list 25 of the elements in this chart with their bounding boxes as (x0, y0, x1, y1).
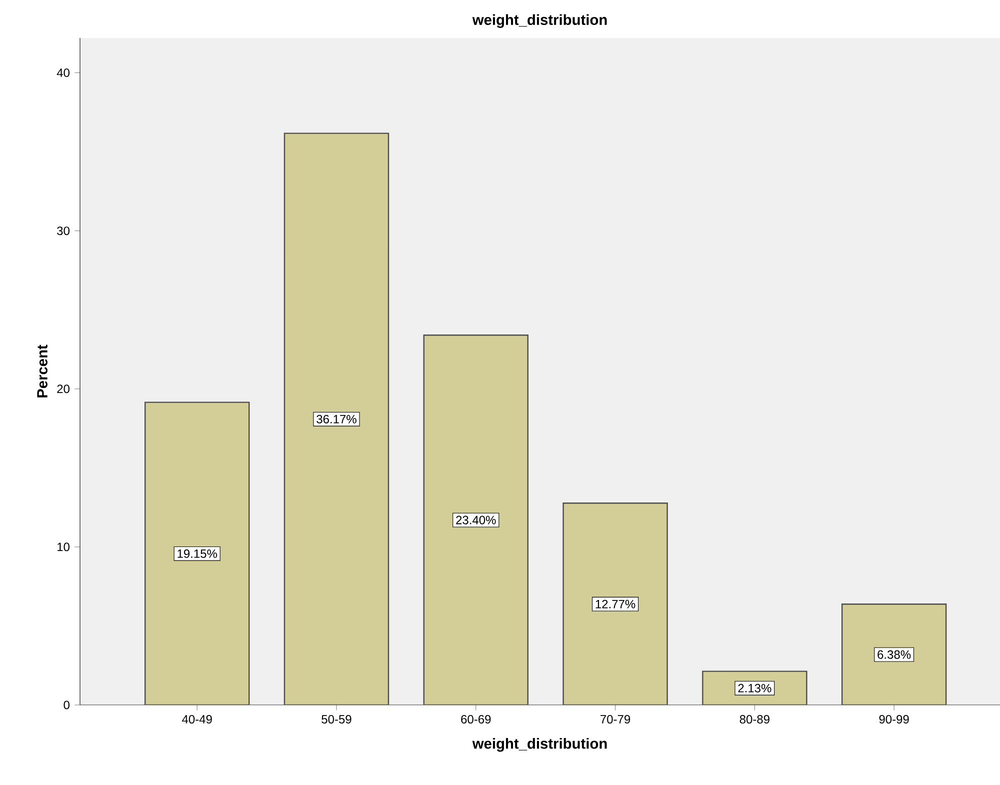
data-label: 6.38% (878, 650, 911, 659)
y-tick-label: 30 (57, 226, 70, 236)
x-axis-title: weight_distribution (472, 738, 607, 752)
y-tick-label: 10 (58, 542, 70, 552)
y-tick-label: 0 (64, 700, 70, 710)
bar (562, 502, 668, 705)
y-axis-title: Percent (37, 344, 48, 398)
x-tick-label: 70-79 (600, 715, 630, 724)
data-label: 2.13% (738, 684, 772, 692)
bar (841, 604, 947, 705)
x-tick-label: 60-69 (461, 715, 491, 724)
x-tick-label: 40-49 (182, 715, 212, 724)
data-label: 19.15% (178, 549, 218, 558)
chart-title: weight_distribution (472, 14, 607, 28)
bar (144, 402, 250, 705)
y-tick-label: 20 (57, 384, 70, 394)
x-tick-label: 80-89 (740, 715, 770, 724)
bar (284, 132, 390, 705)
data-label: 23.40% (456, 516, 496, 524)
data-label: 36.17% (316, 414, 356, 424)
bar (423, 334, 528, 705)
x-tick-label: 90-99 (879, 715, 909, 724)
data-label: 12.77% (596, 600, 636, 608)
y-tick-label: 40 (56, 68, 70, 78)
x-tick-label: 50-59 (322, 715, 352, 724)
